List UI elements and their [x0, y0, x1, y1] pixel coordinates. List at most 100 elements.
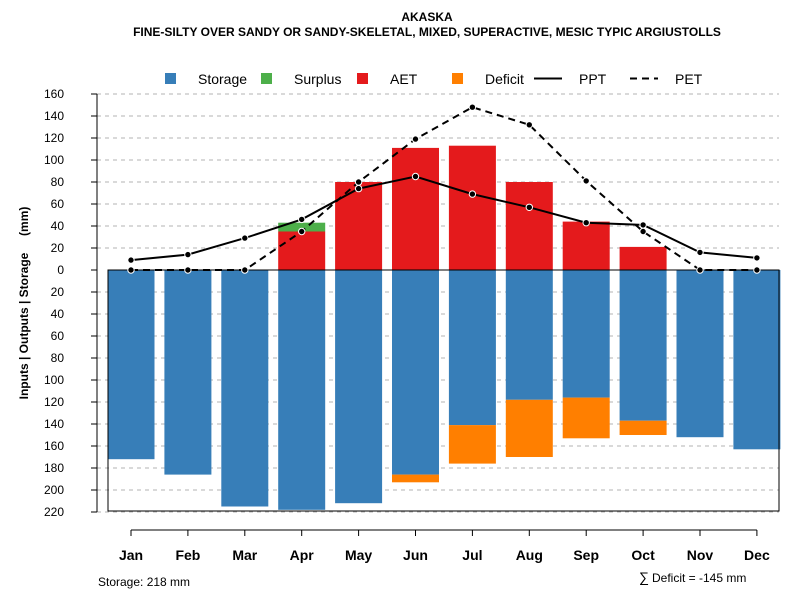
y-tick-label: 220: [44, 505, 64, 519]
storage-bar: [278, 270, 326, 510]
x-tick-label: Jun: [403, 547, 428, 563]
storage-bar: [221, 270, 269, 507]
aet-bar: [562, 221, 610, 270]
y-tick-label: 160: [44, 87, 64, 101]
deficit-bar: [562, 397, 610, 439]
deficit-bar: [448, 425, 496, 464]
ppt-point: [639, 221, 647, 229]
ppt-point: [411, 172, 420, 181]
deficit-bar: [619, 420, 667, 435]
y-tick-label: 60: [51, 197, 65, 211]
pet-point: [411, 135, 420, 143]
y-tick-label: 140: [44, 109, 64, 123]
aet-bar: [335, 182, 383, 270]
x-tick-label: Oct: [631, 547, 655, 563]
chart-title: AKASKA: [401, 10, 453, 24]
y-tick-label: 20: [51, 285, 65, 299]
x-tick-label: Jul: [462, 547, 482, 563]
pet-point: [184, 266, 192, 274]
y-tick-label: 100: [44, 153, 64, 167]
y-tick-label: 120: [44, 131, 64, 145]
legend-swatch-surplus: [261, 73, 272, 84]
aet-bar: [505, 182, 553, 270]
storage-bar: [164, 270, 212, 475]
aet-bar: [392, 147, 439, 270]
x-axis: Jan Feb Mar Apr May Jun Jul Aug Sep Oct Nov Dec: [119, 529, 770, 563]
legend-label: Storage: [198, 71, 247, 87]
ppt-point: [241, 234, 249, 242]
storage-bar: [676, 270, 724, 438]
storage-bar: [107, 270, 155, 460]
y-tick-label: 80: [51, 351, 65, 365]
legend-label: Surplus: [294, 71, 341, 87]
legend-label: PET: [675, 71, 703, 87]
aet-bar: [448, 145, 496, 270]
y-tick-label: 200: [44, 483, 64, 497]
x-tick-label: Apr: [290, 547, 315, 563]
ppt-point: [582, 219, 590, 227]
ppt-point: [184, 250, 192, 259]
storage-bar: [619, 270, 667, 421]
pet-point: [639, 227, 647, 236]
storage-bar: [505, 270, 553, 400]
ppt-point: [354, 184, 363, 193]
ppt-point: [753, 254, 761, 262]
y-axis-label: Inputs | Outputs | Storage (mm): [17, 207, 31, 400]
chart-subtitle: FINE-SILTY OVER SANDY OR SANDY-SKELETAL,…: [133, 25, 721, 39]
legend: Storage Surplus AET Deficit PPT PET: [165, 71, 703, 87]
pet-point: [753, 266, 761, 274]
x-tick-label: Dec: [744, 547, 770, 563]
x-tick-label: Sep: [573, 547, 599, 563]
pet-point: [525, 121, 533, 129]
pet-point: [354, 178, 363, 186]
surplus-bar: [278, 222, 326, 232]
storage-bar: [448, 270, 496, 426]
y-tick-label: 0: [57, 263, 64, 277]
pet-point: [468, 103, 477, 111]
y-tick-label: 140: [44, 417, 64, 431]
storage-bar: [562, 270, 610, 398]
y-axis: 1601401201008060402002040608010012014016…: [44, 87, 98, 519]
aet-bar: [619, 246, 667, 270]
legend-swatch-aet: [357, 73, 368, 84]
pet-point: [582, 177, 590, 185]
ppt-point: [525, 203, 533, 212]
x-tick-label: Nov: [687, 547, 714, 563]
x-tick-label: Jan: [119, 547, 143, 563]
bars: [107, 145, 781, 510]
y-tick-label: 120: [44, 395, 64, 409]
x-tick-label: Aug: [516, 547, 543, 563]
legend-swatch-deficit: [452, 73, 463, 84]
pet-point: [241, 266, 249, 274]
legend-label: PPT: [579, 71, 607, 87]
x-tick-label: May: [345, 547, 372, 563]
storage-bar: [733, 270, 781, 450]
legend-swatch-storage: [165, 73, 176, 84]
pet-line: [131, 106, 757, 271]
legend-label: Deficit: [485, 71, 524, 87]
y-tick-label: 100: [44, 373, 64, 387]
deficit-note: Deficit = -145 mm: [652, 571, 746, 585]
deficit-bar: [505, 399, 553, 457]
ppt-line: [130, 175, 757, 262]
lines: [127, 103, 761, 274]
x-tick-label: Feb: [175, 547, 200, 563]
x-tick-label: Mar: [232, 547, 257, 563]
pet-point: [696, 266, 704, 274]
storage-bar: [335, 270, 383, 504]
storage-note: Storage: 218 mm: [98, 575, 190, 589]
ppt-point: [696, 248, 704, 257]
ppt-point: [298, 215, 306, 224]
y-tick-label: 40: [51, 307, 65, 321]
storage-bar: [392, 270, 439, 475]
aet-bar: [278, 231, 326, 270]
y-tick-label: 20: [51, 241, 65, 255]
ppt-point: [468, 190, 477, 198]
legend-label: AET: [390, 71, 418, 87]
y-tick-label: 40: [51, 219, 65, 233]
deficit-bar: [392, 474, 439, 483]
y-tick-label: 160: [44, 439, 64, 453]
pet-point: [298, 227, 306, 236]
y-tick-label: 180: [44, 461, 64, 475]
